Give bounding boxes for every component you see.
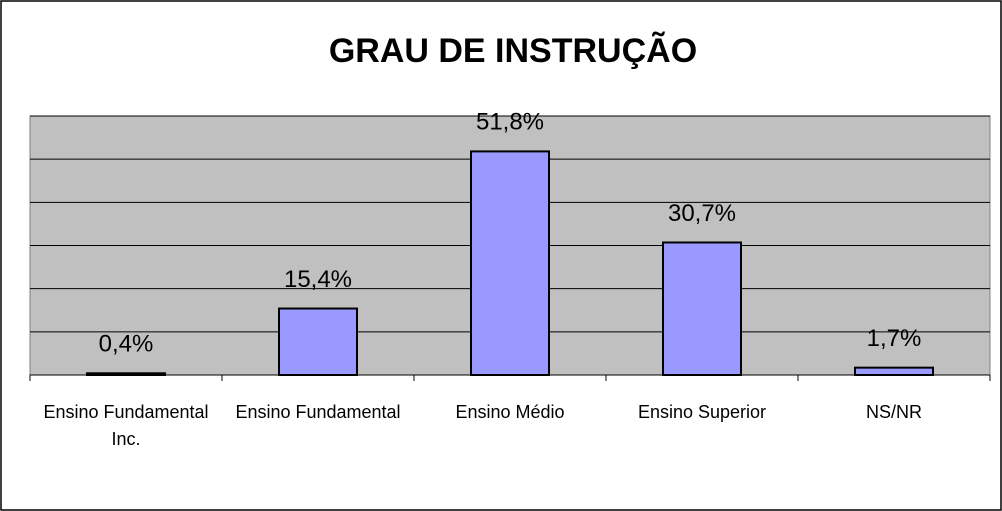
value-label: 1,7% bbox=[867, 325, 922, 352]
x-tick-label: Ensino Fundamental bbox=[235, 402, 401, 422]
value-label: 15,4% bbox=[284, 266, 352, 293]
value-label: 30,7% bbox=[668, 200, 736, 227]
x-tick-label: NS/NR bbox=[865, 402, 922, 422]
bar bbox=[86, 372, 166, 377]
bar bbox=[278, 307, 358, 377]
bar bbox=[854, 366, 934, 376]
value-label: 51,8% bbox=[476, 109, 544, 136]
chart-title: GRAU DE INSTRUÇÃO bbox=[329, 32, 697, 70]
value-label: 0,4% bbox=[99, 331, 154, 358]
bar bbox=[470, 150, 550, 376]
x-tick-label: Ensino Médio bbox=[455, 402, 565, 422]
x-tick-label: Ensino Fundamental Inc. bbox=[43, 402, 209, 449]
bar bbox=[662, 241, 742, 376]
x-tick-label: Ensino Superior bbox=[637, 402, 767, 422]
